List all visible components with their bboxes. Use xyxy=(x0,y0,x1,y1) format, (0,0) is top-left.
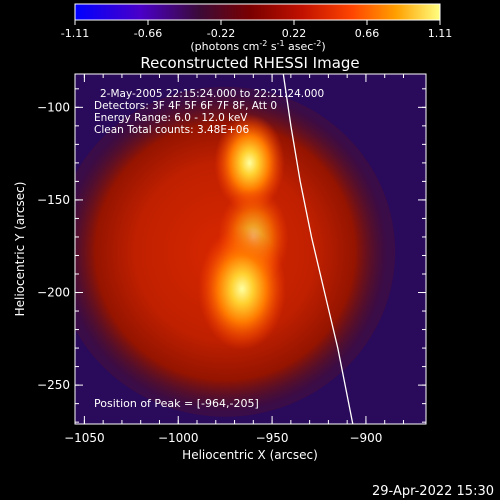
y-tick-label: −200 xyxy=(37,286,70,300)
annotation-line: Energy Range: 6.0 - 12.0 keV xyxy=(94,112,248,124)
bright-source xyxy=(214,114,285,212)
colorbar xyxy=(74,3,441,21)
y-axis: −100 −150 −200 −250 xyxy=(37,88,426,423)
x-axis: −1050 −1000 −950 −900 xyxy=(64,74,404,445)
peak-position-label: Position of Peak = [-964,-205] xyxy=(94,397,259,410)
y-tick-label: −100 xyxy=(37,100,70,114)
y-axis-label: Heliocentric Y (arcsec) xyxy=(13,182,27,317)
colorbar-tick-label: 1.11 xyxy=(428,27,453,40)
colorbar-unit: (photons cm-2 s-1 asec-2) xyxy=(190,39,325,53)
x-tick-label: −1050 xyxy=(64,431,105,445)
x-tick-label: −900 xyxy=(349,431,382,445)
bright-source xyxy=(198,227,286,350)
annotation-block: 2-May-2005 22:15:24.000 to 22:21:24.000D… xyxy=(94,88,324,136)
colorbar-tick-label: -0.66 xyxy=(134,27,162,40)
y-tick-label: −150 xyxy=(37,193,70,207)
annotation-line: Clean Total counts: 3.48E+06 xyxy=(94,124,249,136)
colorbar-ticks: -1.11 -0.66 -0.22 0.22 0.66 1.11 xyxy=(61,20,452,40)
colorbar-tick-label: -1.11 xyxy=(61,27,89,40)
y-tick-label: −250 xyxy=(37,378,70,392)
colorbar-tick-label: 0.66 xyxy=(355,27,380,40)
chart-title: Reconstructed RHESSI Image xyxy=(140,54,359,72)
plot-frame xyxy=(74,73,427,425)
solar-limb-line xyxy=(282,74,354,424)
annotation-line: Detectors: 3F 4F 5F 6F 7F 8F, Att 0 xyxy=(94,100,277,112)
x-tick-label: −950 xyxy=(256,431,289,445)
x-axis-label: Heliocentric X (arcsec) xyxy=(182,448,318,462)
colorbar-tick-label: -0.22 xyxy=(207,27,235,40)
footer-date: 29-Apr-2022 15:30 xyxy=(372,484,494,499)
colorbar-tick-label: 0.22 xyxy=(282,27,307,40)
annotation-line: 2-May-2005 22:15:24.000 to 22:21:24.000 xyxy=(100,88,324,100)
x-tick-label: −1000 xyxy=(158,431,199,445)
image-area xyxy=(75,74,426,424)
